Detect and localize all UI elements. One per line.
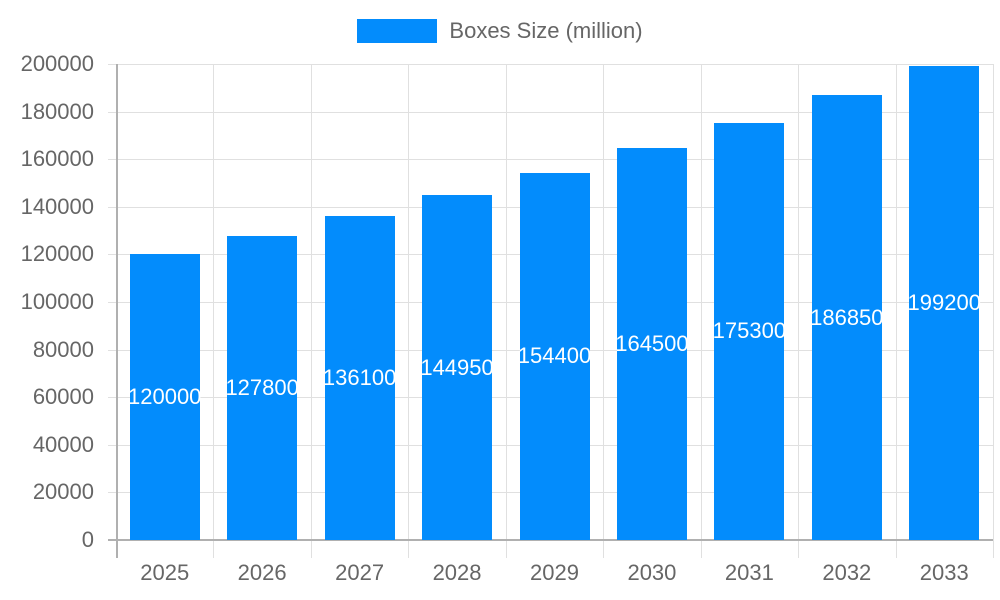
x-tick-label: 2029 [530, 560, 579, 585]
bar-2029[interactable] [519, 172, 590, 540]
y-tick-label: 100000 [20, 289, 94, 314]
y-tick-label: 200000 [20, 51, 94, 76]
bar-value-label: 144950 [420, 354, 494, 380]
gridline-vertical [603, 64, 604, 558]
x-tick-label: 2031 [724, 560, 774, 585]
x-tick-label: 2030 [627, 560, 677, 585]
x-tick-label: 2028 [432, 560, 482, 585]
x-tick-label: 2033 [919, 560, 969, 585]
y-tick-label: 120000 [20, 241, 94, 267]
bar-2030[interactable] [616, 148, 687, 540]
y-tick-label: 40000 [32, 431, 94, 457]
bar-2031[interactable] [714, 122, 785, 540]
bar-value-label: 154400 [517, 343, 592, 369]
gridline-horizontal [108, 64, 993, 65]
gridline-vertical [213, 64, 214, 558]
gridline-vertical [311, 64, 312, 558]
bar-value-label: 186850 [810, 304, 884, 330]
y-tick-label: 60000 [32, 384, 94, 410]
y-tick-label: 0 [81, 527, 94, 552]
legend-label: Boxes Size (million) [449, 18, 643, 43]
gridline-vertical [993, 64, 994, 558]
y-tick-label: 80000 [32, 336, 94, 362]
x-tick-label: 2025 [140, 560, 190, 585]
gridline-horizontal [108, 159, 993, 160]
bar-2032[interactable] [811, 95, 882, 540]
bar-2027[interactable] [324, 216, 395, 540]
bar-2026[interactable] [227, 235, 298, 540]
x-tick-label: 2026 [237, 560, 287, 585]
y-axis [116, 64, 118, 558]
bar-value-label: 120000 [128, 384, 202, 410]
gridline-vertical [701, 64, 702, 558]
x-axis [108, 539, 993, 541]
bar-2025[interactable] [129, 254, 200, 540]
y-tick-label: 180000 [20, 98, 94, 124]
legend: Boxes Size (million) [0, 18, 1000, 44]
bar-value-label: 199200 [907, 289, 981, 315]
gridline-vertical [408, 64, 409, 558]
legend-swatch[interactable] [357, 19, 438, 43]
gridline-vertical [798, 64, 799, 558]
y-tick-label: 160000 [20, 146, 94, 172]
gridline-horizontal [108, 112, 993, 113]
x-tick-label: 2027 [335, 560, 385, 585]
y-tick-label: 140000 [20, 193, 94, 219]
bar-value-label: 175300 [712, 318, 787, 344]
gridline-vertical [506, 64, 507, 558]
bar-value-label: 164500 [615, 331, 689, 357]
bar-value-label: 127800 [225, 374, 299, 400]
x-tick-label: 2032 [822, 560, 872, 585]
bar-2028[interactable] [422, 195, 493, 540]
bar-value-label: 136100 [322, 365, 397, 391]
gridline-vertical [896, 64, 897, 558]
y-tick-label: 20000 [32, 479, 94, 505]
bar-2033[interactable] [909, 65, 980, 540]
